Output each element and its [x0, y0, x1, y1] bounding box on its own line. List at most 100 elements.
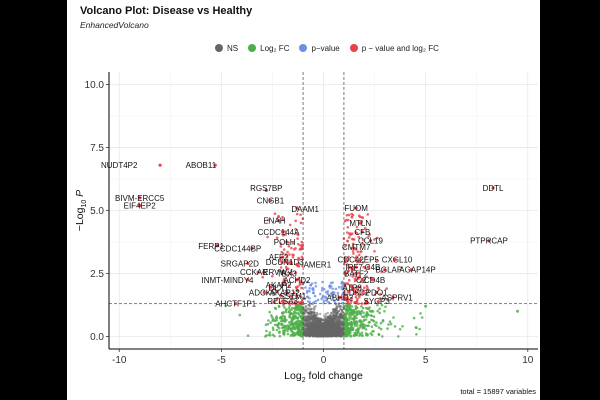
- point-ns: [309, 332, 312, 335]
- gene-label: RELSA3: [267, 297, 298, 306]
- point-fc: [352, 308, 355, 312]
- point-fc: [362, 315, 366, 319]
- point-ns: [326, 311, 329, 315]
- point-p: [313, 294, 317, 298]
- point-ns: [304, 324, 307, 327]
- point-ns: [311, 320, 315, 324]
- point-pfc: [351, 237, 354, 241]
- point-pfc: [294, 219, 297, 223]
- legend-item-p: p−value: [299, 44, 340, 53]
- point-pfc: [358, 294, 361, 297]
- point-ns: [324, 334, 328, 338]
- point-fc: [271, 326, 275, 330]
- point-pfc: [354, 286, 358, 290]
- point-fc: [355, 321, 359, 325]
- point-ns: [306, 335, 309, 338]
- point-pfc: [363, 226, 367, 230]
- point-ns: [309, 330, 313, 333]
- point-fc: [268, 310, 271, 314]
- gene-label: CMTM7: [342, 243, 371, 252]
- point-pfc: [299, 213, 302, 217]
- chart-title: Volcano Plot: Disease vs Healthy: [80, 5, 253, 17]
- labeled-point: [281, 255, 285, 259]
- point-pfc: [346, 282, 349, 285]
- point-ns: [340, 315, 344, 319]
- point-fc: [224, 304, 228, 308]
- labeled-point: [360, 230, 364, 234]
- point-pfc: [355, 255, 358, 258]
- point-fc: [356, 324, 359, 327]
- point-pfc: [275, 297, 278, 301]
- gene-label: IRF7: [345, 263, 363, 272]
- point-fc: [349, 334, 353, 338]
- x-tick-label: 0: [321, 355, 327, 366]
- point-fc: [300, 332, 303, 336]
- point-pfc: [361, 261, 365, 264]
- gene-label: AGAP14P: [399, 266, 435, 275]
- labeled-point: [289, 294, 293, 298]
- point-fc: [365, 315, 369, 318]
- point-ns: [336, 318, 339, 321]
- labeled-point: [250, 246, 254, 250]
- point-pfc: [273, 212, 277, 215]
- gene-label: PDO1: [366, 288, 388, 297]
- point-fc: [367, 324, 370, 328]
- gene-label: ABOB11: [186, 161, 217, 170]
- point-p: [334, 287, 338, 291]
- point-p: [308, 297, 311, 300]
- point-pfc: [350, 296, 353, 300]
- point-pfc: [347, 213, 351, 217]
- point-fc: [358, 327, 361, 330]
- gene-label: DCUN1D3: [266, 258, 304, 267]
- point-fc: [364, 318, 368, 321]
- labeled-point: [358, 221, 362, 225]
- point-ns: [334, 331, 337, 335]
- point-fc: [365, 312, 369, 316]
- point-fc: [291, 306, 294, 310]
- point-ns: [330, 334, 333, 337]
- point-fc: [346, 324, 349, 328]
- gene-label: AFF2: [269, 253, 289, 262]
- point-fc: [296, 332, 299, 335]
- point-pfc: [284, 253, 288, 256]
- point-ns: [305, 310, 308, 313]
- point-pfc: [350, 266, 354, 270]
- y-tick-label: 7.5: [90, 143, 104, 154]
- point-pfc: [279, 294, 282, 297]
- point-fc: [301, 334, 304, 338]
- point-p: [330, 294, 333, 298]
- gene-label: SRGAP2D: [221, 259, 259, 268]
- point-fc: [383, 310, 386, 313]
- gene-label: ATP8: [342, 283, 362, 292]
- point-fc: [361, 334, 364, 338]
- point-fc: [349, 323, 352, 327]
- point-pfc: [299, 248, 303, 251]
- point-fc: [283, 306, 286, 309]
- point-p: [314, 299, 318, 303]
- labeled-point: [213, 163, 217, 167]
- point-fc: [372, 319, 376, 323]
- point-ns: [335, 314, 338, 317]
- point-fc: [361, 306, 365, 310]
- gene-label: BIVM-ERCC5: [115, 194, 165, 203]
- point-pfc: [361, 292, 364, 296]
- labeled-point: [352, 246, 356, 250]
- point-ns: [320, 334, 323, 337]
- point-fc: [281, 326, 285, 329]
- point-fc: [379, 327, 383, 331]
- point-fc: [365, 333, 368, 337]
- point-pfc: [344, 293, 348, 296]
- labeled-point: [138, 203, 142, 208]
- point-fc: [299, 311, 303, 315]
- point-fc: [280, 323, 283, 327]
- point-pfc: [354, 275, 358, 278]
- point-fc: [291, 312, 295, 316]
- point-fc: [269, 321, 272, 325]
- point-pfc: [295, 289, 299, 293]
- point-pfc: [288, 253, 291, 256]
- point-fc: [350, 326, 353, 329]
- point-p: [331, 295, 335, 299]
- point-ns: [309, 321, 312, 325]
- point-fc: [368, 321, 372, 324]
- point-pfc: [281, 215, 284, 219]
